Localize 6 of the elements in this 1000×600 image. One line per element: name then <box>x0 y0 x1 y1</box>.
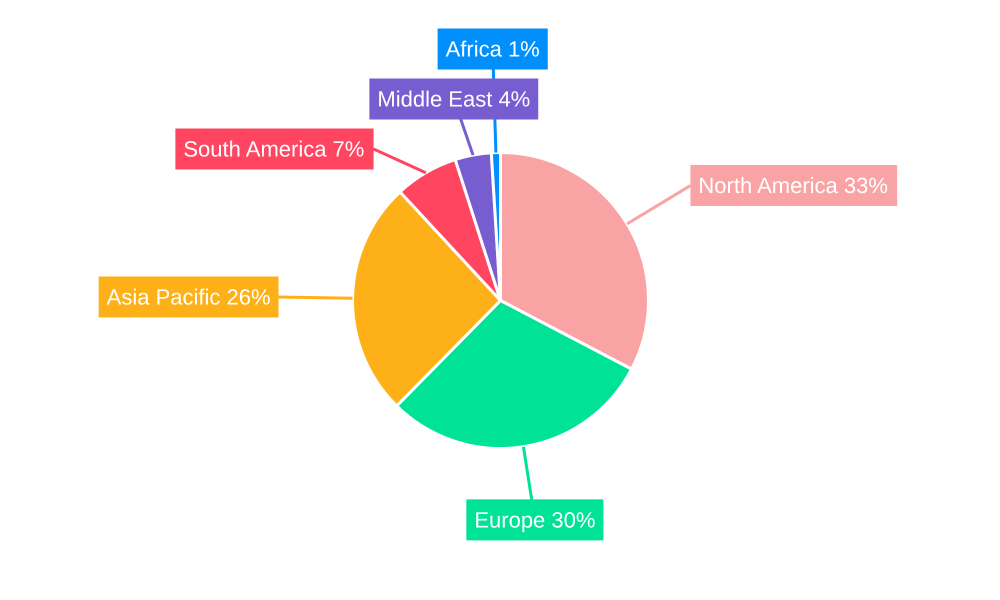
slice-label: Europe 30% <box>474 507 596 532</box>
slice-label: South America 7% <box>183 136 364 162</box>
slice-label: Africa 1% <box>446 36 540 62</box>
slice-label: North America 33% <box>698 173 888 198</box>
slice-label: Asia Pacific 26% <box>106 284 271 310</box>
slice-label: Middle East 4% <box>377 86 530 112</box>
